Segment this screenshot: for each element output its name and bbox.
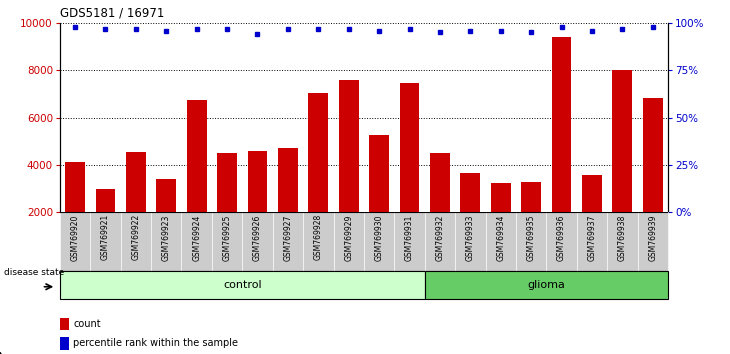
Bar bbox=[491, 183, 510, 260]
Text: GSM769932: GSM769932 bbox=[435, 214, 445, 261]
Bar bbox=[303, 212, 334, 271]
Text: GSM769925: GSM769925 bbox=[223, 214, 231, 261]
Text: GSM769927: GSM769927 bbox=[283, 214, 293, 261]
Text: GSM769935: GSM769935 bbox=[526, 214, 536, 261]
Bar bbox=[187, 100, 207, 260]
Text: GSM769929: GSM769929 bbox=[345, 214, 353, 261]
Bar bbox=[247, 151, 267, 260]
Bar bbox=[521, 182, 541, 260]
Text: control: control bbox=[223, 280, 261, 290]
Bar bbox=[339, 80, 358, 260]
Text: count: count bbox=[73, 319, 101, 329]
Bar bbox=[399, 84, 420, 260]
Text: GSM769937: GSM769937 bbox=[588, 214, 596, 261]
Bar bbox=[430, 153, 450, 260]
Text: percentile rank within the sample: percentile rank within the sample bbox=[73, 338, 238, 348]
Text: GSM769933: GSM769933 bbox=[466, 214, 474, 261]
Bar bbox=[461, 173, 480, 260]
Bar bbox=[91, 212, 120, 271]
Bar bbox=[425, 271, 668, 299]
Bar bbox=[212, 212, 242, 271]
Text: GSM769939: GSM769939 bbox=[648, 214, 657, 261]
Text: GDS5181 / 16971: GDS5181 / 16971 bbox=[60, 6, 164, 19]
Bar bbox=[151, 212, 182, 271]
Bar bbox=[425, 212, 455, 271]
Text: GSM769923: GSM769923 bbox=[162, 214, 171, 261]
Text: GSM769931: GSM769931 bbox=[405, 214, 414, 261]
Bar bbox=[637, 212, 668, 271]
Bar bbox=[455, 212, 485, 271]
Text: GSM769924: GSM769924 bbox=[192, 214, 201, 261]
Text: GSM769922: GSM769922 bbox=[131, 214, 140, 261]
Text: GSM769934: GSM769934 bbox=[496, 214, 505, 261]
Text: GSM769936: GSM769936 bbox=[557, 214, 566, 261]
Text: GSM769926: GSM769926 bbox=[253, 214, 262, 261]
Text: glioma: glioma bbox=[527, 280, 565, 290]
Bar bbox=[612, 70, 632, 260]
Bar bbox=[546, 212, 577, 271]
Bar bbox=[369, 136, 389, 260]
Bar bbox=[60, 271, 425, 299]
Bar bbox=[552, 37, 572, 260]
Bar bbox=[218, 153, 237, 260]
Bar bbox=[278, 148, 298, 260]
Bar bbox=[308, 93, 328, 260]
Bar bbox=[156, 179, 176, 260]
Bar bbox=[120, 212, 151, 271]
Bar bbox=[582, 175, 602, 260]
Text: GSM769928: GSM769928 bbox=[314, 214, 323, 261]
Text: GSM769930: GSM769930 bbox=[374, 214, 383, 261]
Bar bbox=[607, 212, 637, 271]
Bar bbox=[65, 161, 85, 260]
Bar bbox=[485, 212, 516, 271]
Text: GSM769938: GSM769938 bbox=[618, 214, 627, 261]
Bar bbox=[242, 212, 273, 271]
Bar bbox=[60, 212, 91, 271]
Bar bbox=[126, 152, 146, 260]
Text: GSM769921: GSM769921 bbox=[101, 214, 110, 261]
Bar bbox=[516, 212, 546, 271]
Bar bbox=[394, 212, 425, 271]
Text: disease state: disease state bbox=[4, 268, 64, 277]
Bar bbox=[96, 189, 115, 260]
Bar bbox=[643, 98, 663, 260]
Bar bbox=[577, 212, 607, 271]
Text: GSM769920: GSM769920 bbox=[71, 214, 80, 261]
Bar bbox=[364, 212, 394, 271]
Bar bbox=[273, 212, 303, 271]
Bar bbox=[334, 212, 364, 271]
Bar bbox=[182, 212, 212, 271]
